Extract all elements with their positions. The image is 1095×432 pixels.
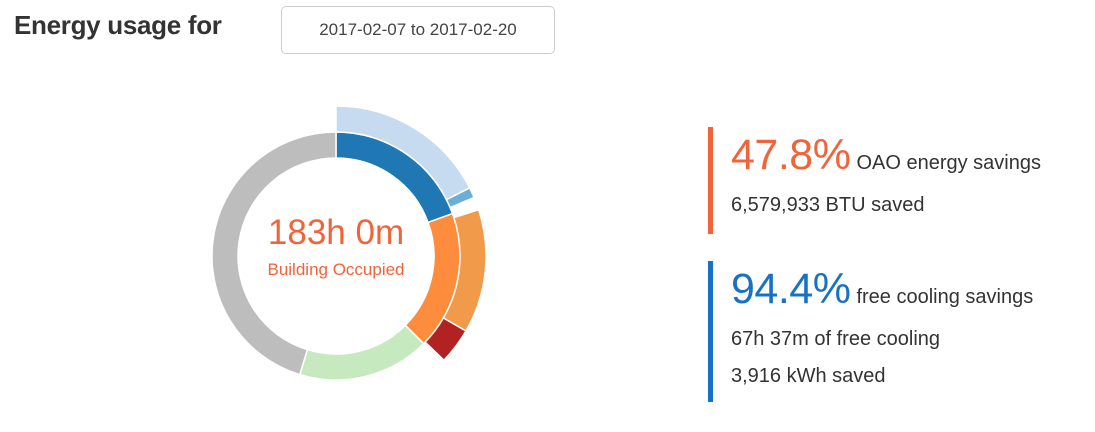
free-cooling-kwh-saved: 3,916 kWh saved [731, 365, 886, 387]
free-cooling-block: 94.4% free cooling savings 67h 37m of fre… [708, 261, 1033, 402]
occupied-label: Building Occupied [267, 260, 405, 279]
oao-savings-description: OAO energy savings [856, 152, 1041, 174]
outer-ring-segment-3[interactable] [424, 316, 467, 362]
occupied-hours: 183h 0m [267, 213, 405, 252]
free-cooling-description: free cooling savings [856, 286, 1034, 308]
free-cooling-hours: 67h 37m of free cooling [731, 328, 941, 350]
inner-ring-segment-2[interactable] [298, 324, 425, 381]
date-range-picker[interactable]: 2017-02-07 to 2017-02-20 [281, 6, 555, 54]
oao-savings-block: 47.8% OAO energy savings 6,579,933 BTU sa… [708, 127, 1041, 234]
oao-savings-heading: 47.8% OAO energy savings [731, 131, 1041, 180]
inner-ring-segment-3[interactable] [211, 131, 337, 376]
free-cooling-percent: 94.4% [731, 265, 851, 313]
occupancy-sunburst-chart [211, 105, 487, 381]
page-title: Energy usage for [14, 10, 222, 40]
oao-savings-percent: 47.8% [731, 131, 851, 179]
oao-btu-saved: 6,579,933 BTU saved [731, 194, 925, 216]
free-cooling-heading: 94.4% free cooling savings [731, 265, 1033, 314]
outer-ring-segment-1[interactable] [445, 186, 476, 209]
